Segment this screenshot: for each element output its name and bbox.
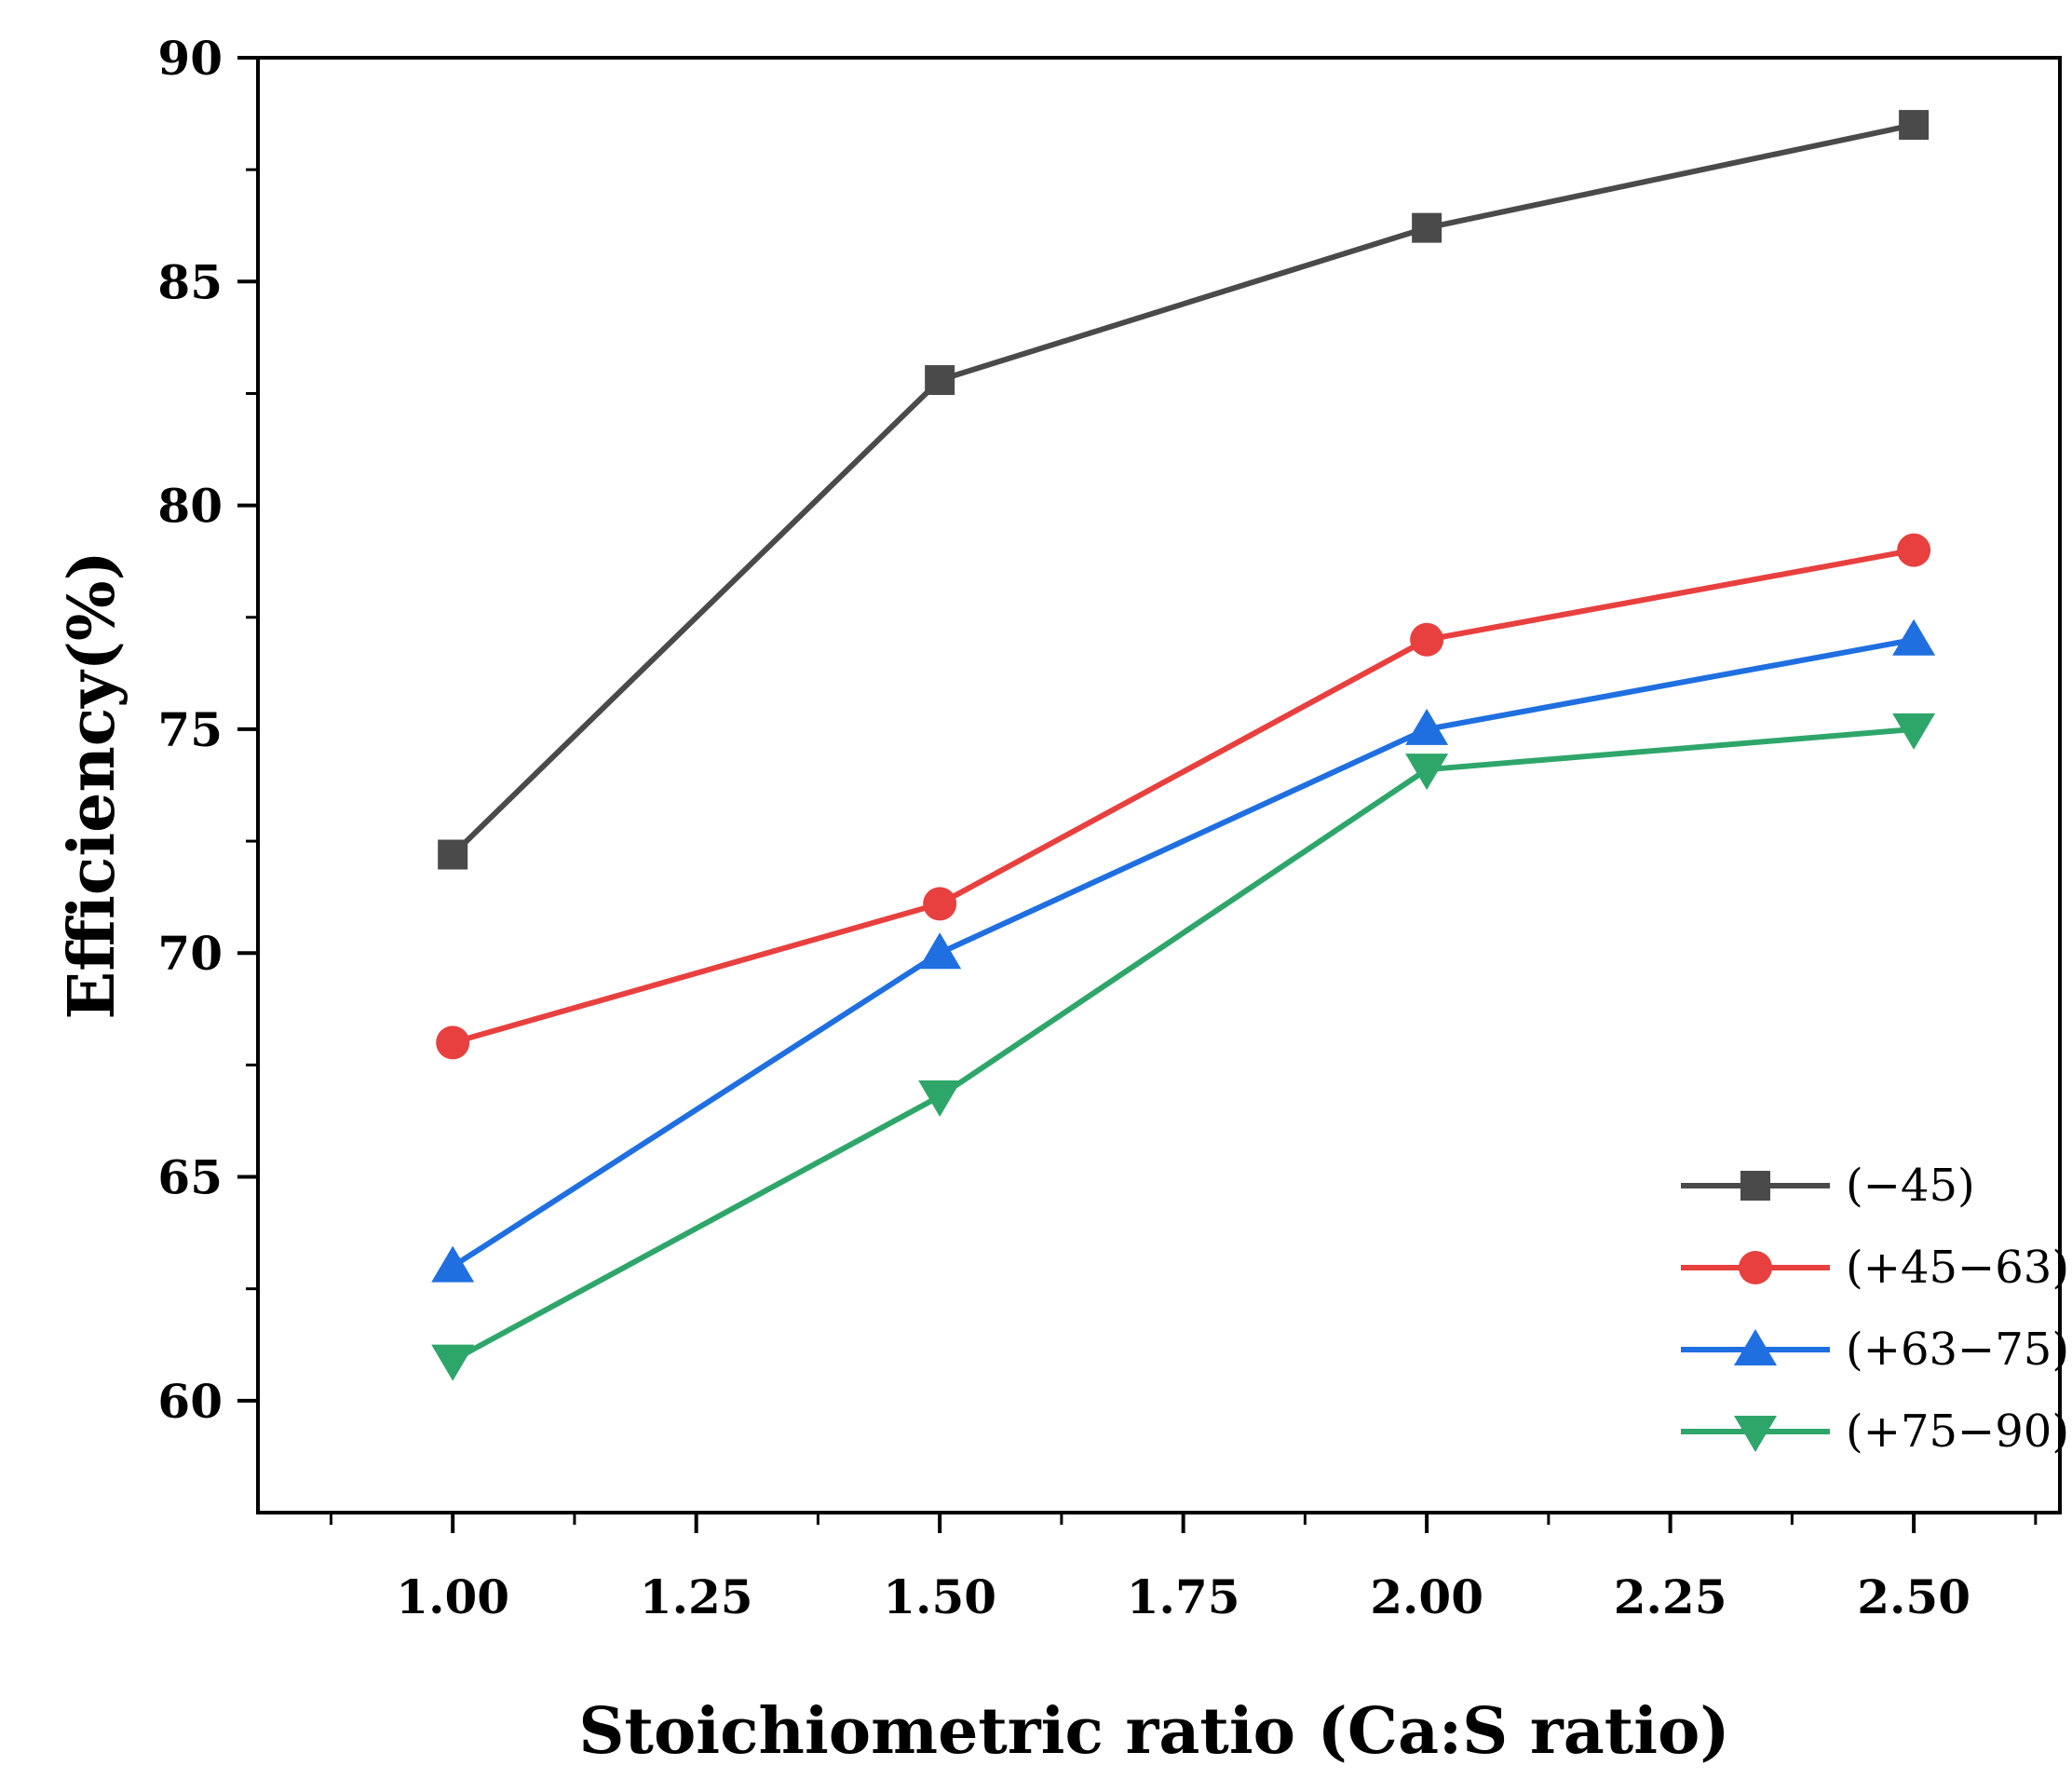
y-tick-label: 65 [157, 1150, 223, 1205]
legend-marker [1739, 1251, 1772, 1284]
x-tick-label: 1.50 [883, 1569, 996, 1624]
legend-marker [1734, 1329, 1777, 1365]
data-point [1892, 713, 1936, 750]
data-point [438, 839, 468, 870]
x-axis-title: Stoichiometric ratio (Ca:S ratio) [578, 1694, 1729, 1769]
y-tick-label: 85 [157, 254, 223, 309]
series-1 [438, 110, 1930, 870]
x-tick-label: 1.00 [396, 1569, 509, 1624]
series-4 [431, 713, 1936, 1381]
data-point [436, 1025, 470, 1060]
series-3 [431, 618, 1936, 1283]
y-tick-label: 75 [157, 702, 223, 757]
y-tick-label: 80 [157, 479, 223, 534]
series-line [451, 122, 1915, 857]
y-tick-label: 60 [157, 1374, 223, 1429]
data-point [918, 932, 962, 970]
x-tick-label: 2.25 [1614, 1569, 1727, 1624]
x-tick-label: 2.50 [1857, 1569, 1970, 1624]
legend-label: (−45) [1846, 1160, 1975, 1212]
data-point [431, 1245, 475, 1283]
legend-marker [1740, 1171, 1770, 1201]
data-point [925, 365, 955, 396]
series-line [452, 547, 1915, 1046]
data-point [1410, 622, 1444, 657]
y-tick-label: 70 [157, 926, 223, 981]
y-axis: 60 65 70 75 80 85 90 [157, 31, 258, 1429]
x-tick-label: 1.25 [640, 1569, 753, 1624]
data-point [1412, 212, 1442, 243]
data-point [1405, 754, 1449, 791]
data-point [1899, 110, 1930, 141]
series-layer [431, 110, 1936, 1381]
legend: (−45) (+45−63) (+63−75) (+75−90) [1681, 1160, 2069, 1458]
legend-item: (+45−63) [1681, 1242, 2069, 1294]
data-point [431, 1344, 475, 1381]
series-line [451, 636, 1915, 1270]
series-line [451, 726, 1915, 1364]
x-tick-label: 1.75 [1127, 1569, 1240, 1624]
legend-marker [1734, 1416, 1777, 1452]
legend-label: (+63−75) [1846, 1324, 2069, 1376]
data-point [918, 1080, 962, 1118]
plot-frame [256, 56, 2062, 1514]
legend-item: (−45) [1681, 1160, 1975, 1212]
data-point [923, 887, 957, 921]
x-tick-label: 2.00 [1370, 1569, 1483, 1624]
data-point [1405, 708, 1449, 745]
legend-label: (+75−90) [1846, 1406, 2069, 1458]
legend-item: (+75−90) [1681, 1406, 2069, 1458]
legend-item: (+63−75) [1681, 1324, 2069, 1376]
x-axis: 1.00 1.25 1.50 1.75 2.00 2.25 2.50 [329, 1513, 2038, 1624]
data-point [1892, 618, 1936, 656]
series-2 [436, 533, 1931, 1060]
legend-label: (+45−63) [1846, 1242, 2069, 1294]
data-point [1897, 533, 1931, 567]
y-axis-title: Efficiency(%) [55, 550, 129, 1019]
y-tick-label: 90 [157, 31, 223, 86]
